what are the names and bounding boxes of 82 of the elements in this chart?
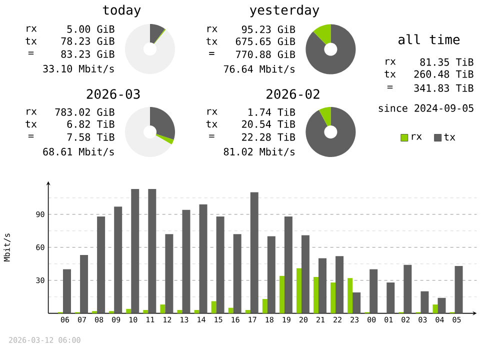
bar <box>165 234 174 314</box>
bar <box>80 255 88 314</box>
text: 33.10 Mbit/s <box>43 64 114 74</box>
bar <box>245 310 250 314</box>
bar <box>126 308 132 314</box>
text: since 2024-09-05 <box>378 104 474 112</box>
bar <box>216 216 224 314</box>
text: 770.88 GiB <box>236 50 296 58</box>
bar <box>211 301 216 314</box>
text: all time <box>398 34 460 44</box>
text: 6.82 TiB <box>67 120 114 128</box>
text: 78.23 GiB <box>61 37 114 45</box>
bar <box>420 291 429 314</box>
chart-title: yesterday <box>250 4 320 18</box>
text: 81.35 TiB <box>420 58 474 66</box>
legend-label: rx <box>412 134 422 140</box>
bar <box>386 282 395 314</box>
bar <box>233 234 242 314</box>
text: 341.83 TiB <box>414 84 474 92</box>
bar <box>314 277 319 314</box>
bar <box>296 268 302 314</box>
text: tx <box>206 120 218 128</box>
bar <box>148 189 156 314</box>
bar <box>194 310 200 314</box>
text: = <box>387 86 393 89</box>
text: = <box>28 134 34 138</box>
bar <box>454 266 463 314</box>
bar <box>348 278 353 314</box>
chart-title: today <box>102 4 141 18</box>
text: 1.74 TiB <box>248 108 296 116</box>
text: rx <box>386 59 396 65</box>
text: 783.02 GiB <box>55 108 114 116</box>
text: rx <box>26 26 37 32</box>
text: 81.02 Mbit/s <box>224 148 295 156</box>
bar <box>432 304 438 314</box>
text: 22.28 TiB <box>242 133 296 141</box>
text: 76.64 Mbit/s <box>224 65 295 74</box>
bar <box>336 256 344 314</box>
bar <box>131 189 140 314</box>
text: 7.58 TiB <box>67 133 114 141</box>
bar <box>318 258 326 314</box>
text: 20.54 TiB <box>242 120 296 128</box>
text: = <box>28 52 34 55</box>
bar <box>404 264 412 314</box>
text: 260.48 TiB <box>414 70 474 78</box>
bar <box>352 292 361 314</box>
bar <box>301 235 310 314</box>
text: tx <box>26 37 37 45</box>
bar <box>160 304 166 314</box>
text: rx <box>207 26 218 32</box>
chart-title: 2026-03 <box>86 89 140 99</box>
y-axis-title: Mbit/s <box>4 234 10 262</box>
bar <box>279 276 284 314</box>
bar <box>284 216 292 314</box>
text: rx <box>26 109 37 115</box>
text: tx <box>206 38 218 45</box>
bar <box>262 299 268 314</box>
text: = <box>209 134 214 138</box>
bar <box>267 236 276 314</box>
text: 675.65 GiB <box>236 37 296 46</box>
text: 83.23 GiB <box>61 50 114 58</box>
text: 95.23 GiB <box>242 25 296 34</box>
chart-title: 2026-02 <box>266 89 320 99</box>
bar <box>199 204 208 314</box>
text: 5.00 GiB <box>67 25 114 33</box>
bar <box>250 192 258 314</box>
text: = <box>209 52 214 55</box>
text: tx <box>384 70 396 78</box>
bar <box>370 269 378 314</box>
bar <box>143 310 148 314</box>
bar <box>62 269 71 314</box>
text: 68.61 Mbit/s <box>43 148 114 156</box>
legend-label: tx <box>444 133 456 140</box>
bar <box>177 310 182 314</box>
bar <box>182 210 190 314</box>
text: tx <box>26 120 37 128</box>
bar <box>114 206 122 314</box>
bar <box>228 308 234 314</box>
bar <box>438 298 446 314</box>
bar <box>330 282 336 314</box>
bar <box>97 216 106 314</box>
text: rx <box>207 109 218 115</box>
